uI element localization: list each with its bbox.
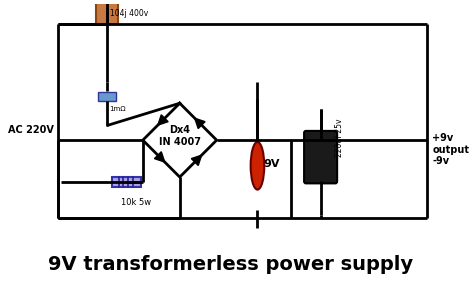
Text: Dx4
IN 4007: Dx4 IN 4007 (159, 126, 201, 147)
Ellipse shape (251, 142, 264, 190)
Text: 220uf 25v: 220uf 25v (335, 119, 344, 157)
Text: 10k 5w: 10k 5w (121, 198, 152, 207)
Text: AC 220V: AC 220V (8, 126, 54, 135)
Polygon shape (158, 115, 168, 125)
FancyBboxPatch shape (96, 0, 118, 23)
Text: 1mΩ: 1mΩ (109, 106, 126, 112)
Text: +9v
output
-9v: +9v output -9v (432, 133, 469, 166)
Text: 9V: 9V (263, 160, 280, 169)
Bar (112, 177, 141, 187)
Text: 9V transformerless power supply: 9V transformerless power supply (48, 255, 413, 274)
Bar (98, 92, 116, 101)
FancyBboxPatch shape (304, 131, 337, 183)
Polygon shape (195, 118, 205, 128)
Polygon shape (191, 155, 201, 166)
Polygon shape (155, 152, 164, 162)
Text: 104j 400v: 104j 400v (110, 9, 148, 18)
